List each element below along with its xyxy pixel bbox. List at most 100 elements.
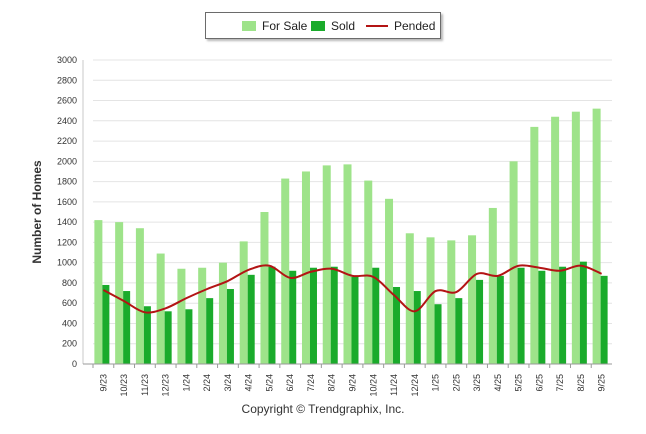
bar-sold (185, 309, 193, 364)
x-tick-label: 12/24 (410, 374, 420, 397)
bar-for-sale (509, 161, 518, 364)
bar-for-sale (468, 235, 477, 364)
x-tick-label: 1/24 (181, 374, 191, 392)
bar-sold (330, 266, 338, 364)
bar-for-sale (198, 267, 207, 364)
bar-for-sale (322, 165, 331, 364)
bar-for-sale (385, 198, 394, 364)
x-tick-label: 4/24 (244, 374, 254, 392)
bar-for-sale (281, 178, 290, 364)
x-tick-label: 5/25 (514, 374, 524, 392)
legend-item-pended: Pended (366, 19, 435, 33)
bar-for-sale (551, 116, 560, 364)
bar-sold (206, 298, 214, 364)
y-tick-label: 0 (72, 359, 77, 369)
y-tick-label: 2200 (57, 136, 77, 146)
x-tick-label: 2/25 (451, 374, 461, 392)
legend: For Sale Sold Pended (205, 12, 441, 39)
bar-for-sale (260, 212, 269, 364)
x-tick-label: 10/23 (119, 374, 129, 397)
bar-sold (476, 279, 484, 364)
x-tick-label: 3/24 (223, 374, 233, 392)
bar-sold (496, 275, 504, 364)
y-tick-label: 1000 (57, 258, 77, 268)
x-tick-label: 6/24 (285, 374, 295, 392)
x-tick-label: 9/24 (348, 374, 358, 392)
legend-label-for-sale: For Sale (262, 19, 308, 33)
y-tick-label: 2000 (57, 156, 77, 166)
bar-for-sale (156, 253, 165, 364)
x-tick-label: 3/25 (472, 374, 482, 392)
bar-sold (247, 274, 255, 364)
x-tick-label: 10/24 (368, 374, 378, 397)
bar-for-sale (135, 228, 144, 364)
x-tick-label: 7/25 (555, 374, 565, 392)
bar-sold (538, 270, 546, 364)
bar-for-sale (488, 207, 497, 364)
bar-sold (351, 276, 359, 364)
bar-for-sale (218, 262, 227, 364)
bar-sold (123, 291, 131, 364)
bar-for-sale (426, 237, 435, 364)
y-tick-label: 1800 (57, 177, 77, 187)
x-tick-label: 9/23 (98, 374, 108, 392)
bar-for-sale (592, 108, 601, 364)
bar-for-sale (301, 171, 310, 364)
x-tick-label: 2/24 (202, 374, 212, 392)
x-tick-label: 8/25 (576, 374, 586, 392)
bar-sold (309, 267, 317, 364)
bar-sold (289, 270, 297, 364)
x-tick-label: 7/24 (306, 374, 316, 392)
bar-for-sale (530, 126, 539, 364)
legend-item-for-sale: For Sale (242, 19, 307, 33)
y-tick-label: 400 (62, 318, 77, 328)
y-axis-label: Number of Homes (30, 160, 44, 264)
y-tick-label: 200 (62, 339, 77, 349)
x-tick-labels: 9/23 10/23 11/23 12/23 1/24 2/24 3/24 4/24 5/24 6… (98, 374, 606, 397)
bar-series (94, 108, 608, 365)
line-series (102, 264, 603, 314)
x-tick-label: 11/23 (140, 374, 150, 396)
copyright-text: Copyright © Trendgraphix, Inc. (241, 402, 405, 416)
y-tick-label: 800 (62, 278, 77, 288)
bar-sold (579, 261, 587, 364)
y-tick-label: 1200 (57, 237, 77, 247)
bar-for-sale (364, 180, 373, 364)
y-tick-label: 2600 (57, 96, 77, 106)
bar-sold (600, 275, 608, 364)
bar-for-sale (447, 240, 456, 364)
bar-sold (559, 266, 567, 364)
axes (82, 60, 612, 368)
bar-for-sale (405, 233, 414, 364)
bar-sold (517, 267, 525, 364)
x-tick-label: 8/24 (327, 374, 337, 392)
y-tick-label: 1400 (57, 217, 77, 227)
bar-sold (143, 306, 151, 364)
pended-line (102, 264, 603, 314)
x-tick-label: 5/24 (264, 374, 274, 392)
legend-swatch-for-sale (242, 21, 256, 31)
x-tick-label: 6/25 (534, 374, 544, 392)
bar-sold (268, 266, 276, 364)
legend-label-sold: Sold (331, 19, 356, 33)
bar-sold (434, 304, 442, 364)
bar-for-sale (115, 222, 124, 364)
bar-for-sale (571, 111, 580, 365)
bar-sold (164, 311, 172, 364)
bar-for-sale (343, 164, 352, 364)
bar-sold (102, 284, 110, 364)
legend-label-pended: Pended (394, 19, 436, 33)
bar-for-sale (239, 241, 248, 364)
legend-swatch-pended (366, 25, 388, 27)
legend-item-sold: Sold (311, 19, 355, 33)
bar-sold (413, 291, 421, 364)
bar-sold (455, 298, 463, 364)
x-tick-label: 12/23 (161, 374, 171, 397)
x-tick-label: 4/25 (493, 374, 503, 392)
y-tick-label: 2800 (57, 75, 77, 85)
legend-swatch-sold (311, 21, 325, 31)
y-tick-label: 3000 (57, 55, 77, 65)
y-tick-labels: 0 200 400 600 800 1000 1200 1400 1600 1800 2000 220… (57, 55, 77, 369)
x-tick-label: 1/25 (431, 374, 441, 392)
